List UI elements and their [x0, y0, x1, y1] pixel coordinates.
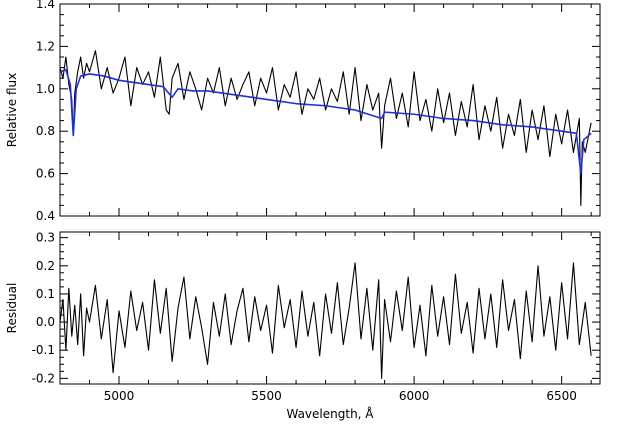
- y-tick-label: -0.1: [32, 343, 55, 357]
- x-tick-label: 6500: [546, 389, 577, 403]
- y-tick-label: 0.4: [36, 209, 55, 223]
- series-group: [60, 50, 592, 206]
- y-axis-label: Relative flux: [5, 73, 19, 147]
- y-tick-label: 1.2: [36, 39, 55, 53]
- y-tick-label: 0.6: [36, 167, 55, 181]
- x-axis-label: Wavelength, Å: [286, 406, 374, 421]
- y-tick-label: 1.4: [36, 0, 55, 11]
- y-tick-label: 0.2: [36, 259, 55, 273]
- y-tick-label: 1.0: [36, 82, 55, 96]
- y-tick-label: 0.8: [36, 124, 55, 138]
- x-tick-label: 6000: [399, 389, 430, 403]
- flux-panel: 0.4 0.6 0.8 1.0 1.2 1.4 Relative flux: [5, 0, 601, 223]
- x-tick-label: 5000: [104, 389, 135, 403]
- y-tick-label: -0.2: [32, 371, 55, 385]
- y-tick-label: 0.1: [36, 287, 55, 301]
- y-tick-label: 0.0: [36, 315, 55, 329]
- observed-spectrum-line: [60, 50, 592, 206]
- observed-spectrum-line: [60, 262, 592, 379]
- series-group: [60, 262, 592, 379]
- model-spectrum-line: [60, 68, 592, 175]
- x-tick-label: 5500: [251, 389, 282, 403]
- residual-panel: 5000 5500 6000 6500 -0.2 -0.1 0.0 0.1 0.2 0.3 Resi…: [5, 231, 601, 421]
- y-tick-label: 0.3: [36, 231, 55, 245]
- y-axis-label: Residual: [5, 283, 19, 334]
